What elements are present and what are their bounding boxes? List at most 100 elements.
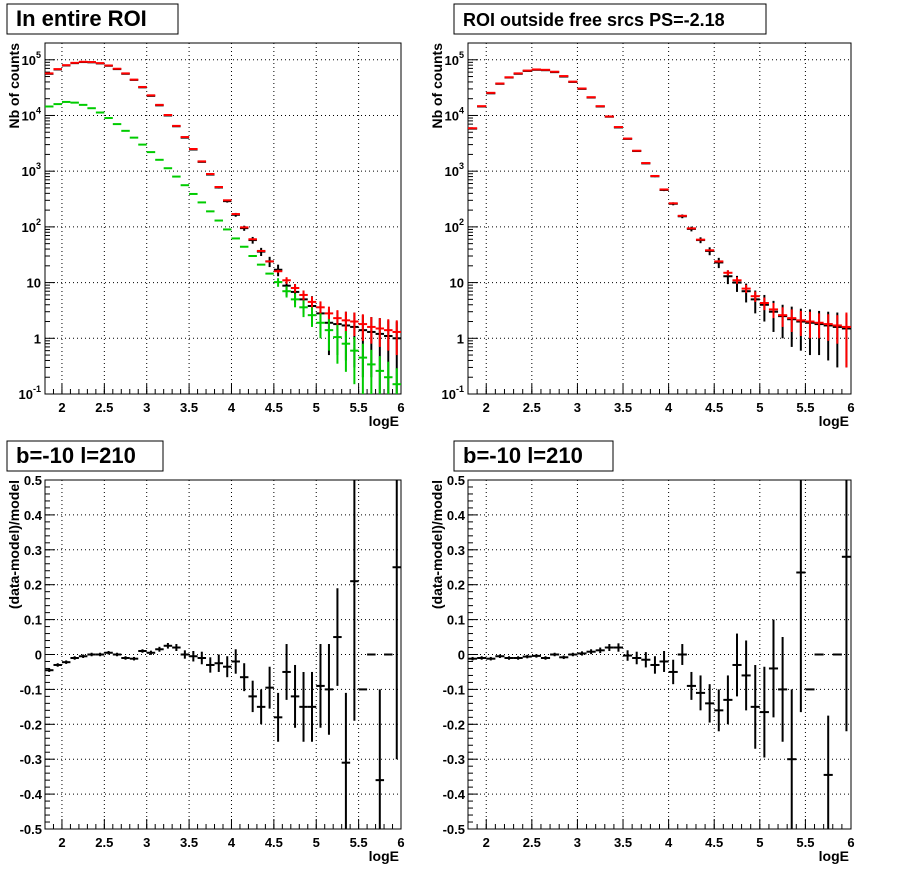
data-point [723,270,733,276]
data-point [180,650,190,659]
data-series [45,480,401,829]
y-axis-label: (data-model)/model [429,480,445,609]
x-tick-label: 5.5 [796,835,814,850]
data-point [299,671,308,742]
data-point [823,715,833,829]
data-point [477,656,487,660]
data-point [375,356,385,394]
data-point [104,651,113,655]
data-point [375,689,385,829]
data-point [163,642,173,649]
plot-frame [467,479,852,830]
data-point [841,480,851,732]
data-point [78,654,88,658]
data-point [495,654,505,658]
x-tick-label: 5.5 [350,835,368,850]
data-point [723,675,733,725]
data-point [61,660,71,664]
data-series [45,100,401,394]
data-point [668,659,678,685]
data-point [350,480,359,721]
y-axis-label: (data-model)/model [6,480,22,609]
data-point [324,319,334,351]
data-point [659,651,669,672]
plot-frame [467,42,852,395]
data-point [324,644,334,735]
data-point [531,654,541,658]
data-point [70,656,79,660]
data-point [787,689,797,829]
x-tick-label: 4.5 [265,400,283,415]
y-tick-label: 0.3 [24,543,42,558]
x-tick-label: 2.5 [523,835,541,850]
x-tick-label: 2 [58,400,65,415]
x-tick-label: 3.5 [180,835,198,850]
plot-area [468,480,851,829]
data-point [392,320,401,356]
data-point [112,652,122,657]
data-point [586,649,596,655]
x-tick-label: 4.5 [705,835,723,850]
data-point [282,277,291,284]
plot-frame [44,42,402,395]
y-tick-label: -0.5 [20,822,42,837]
data-point [273,269,283,273]
x-tick-label: 2 [58,835,65,850]
data-point [214,654,223,672]
data-point [686,671,696,700]
data-point [367,317,376,344]
data-point [732,277,742,284]
x-tick-label: 6 [397,835,404,850]
data-point [223,656,232,678]
data-point [273,692,283,742]
y-tick-label: 105 [445,50,464,68]
data-point [613,643,624,652]
x-tick-label: 6 [847,400,854,415]
title-box [453,3,767,35]
data-point [358,343,368,394]
data-point [832,315,842,344]
data-point [138,649,147,653]
y-tick-label: 0.4 [24,508,43,523]
data-point [206,657,215,673]
data-point [146,650,156,655]
data-point [768,303,779,319]
data-point [641,652,651,668]
data-point [841,312,851,368]
x-tick-label: 2 [483,835,490,850]
y-tick-label: 103 [445,161,464,179]
data-point [741,284,751,294]
panel-residual-left: 2 2.5 3 3.5 4 4.5 5 5.5 6 -0.5 -0.4 -0.3 -0.2 -0.1 0 0.… [6,440,405,864]
data-point [350,312,359,336]
data-point [595,647,605,654]
x-tick-label: 4.5 [705,400,723,415]
data-point [256,689,266,725]
data-point [316,313,325,339]
data-point [568,652,578,657]
data-point [632,651,642,665]
y-tick-label: -0.4 [443,787,466,802]
y-tick-label: 1 [457,331,464,346]
data-point [53,663,62,667]
y-tick-label: 10 [450,276,464,291]
x-tick-label: 5 [756,835,763,850]
data-series [468,480,851,829]
data-point [759,297,769,311]
x-tick-label: 6 [847,835,854,850]
y-tick-label: 0.3 [447,543,465,558]
x-axis-label: logE [369,848,399,864]
data-point [677,644,687,665]
x-tick-label: 4 [665,400,673,415]
data-point [750,664,760,749]
data-point [307,307,317,327]
x-tick-label: 4 [228,400,236,415]
y-tick-label: 0.1 [447,613,465,628]
data-point [392,368,401,394]
data-point [299,300,308,318]
panel-title: ROI outside free srcs PS=-2.18 [463,10,725,30]
plot-area [468,43,851,394]
data-point [559,655,569,660]
data-point [231,649,240,674]
y-axis-label: Nb of counts [429,43,445,129]
